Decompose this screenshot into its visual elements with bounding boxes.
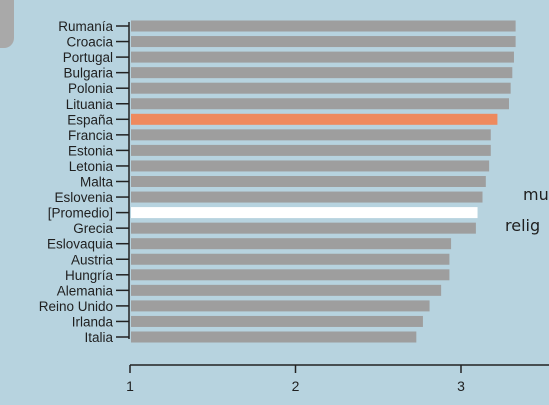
overlay-text-2: relig [505, 216, 541, 235]
y-tick-label-14: Grecia [73, 221, 113, 236]
bar-11 [131, 176, 486, 187]
bar-10 [131, 160, 490, 172]
bar-13 [131, 207, 478, 219]
y-tick-label-19: Reino Unido [39, 299, 113, 314]
y-tick-label-18: Alemania [57, 283, 114, 298]
bar-3 [131, 51, 514, 63]
x-tick-label-3: 3 [457, 378, 465, 394]
bar-2 [131, 36, 516, 48]
bar-17 [131, 269, 450, 281]
y-tick-label-11: Malta [80, 175, 114, 190]
bar-12 [131, 191, 483, 203]
corner-tab [0, 0, 14, 48]
y-tick-label-4: Bulgaria [63, 66, 113, 81]
bar-9 [131, 144, 491, 156]
y-tick-label-15: Eslovaquia [47, 237, 114, 252]
y-tick-label-12: Eslovenia [54, 190, 113, 205]
bar-15 [131, 238, 452, 250]
y-tick-label-8: Francia [68, 128, 114, 143]
bar-18 [131, 284, 442, 296]
bar-4 [131, 67, 513, 79]
y-tick-label-10: Letonia [69, 159, 114, 174]
bar-21 [131, 331, 417, 343]
y-tick-label-20: Irlanda [72, 314, 114, 329]
y-tick-label-7: España [67, 112, 113, 127]
bar-6 [131, 98, 509, 110]
bar-1 [131, 20, 516, 32]
y-tick-label-17: Hungría [65, 268, 114, 283]
bar-7 [131, 113, 498, 125]
y-tick-label-5: Polonia [68, 81, 114, 96]
y-tick-label-9: Estonia [68, 143, 114, 158]
bar-16 [131, 253, 450, 265]
y-tick-label-13: [Promedio] [48, 206, 113, 221]
y-tick-label-3: Portugal [63, 50, 113, 65]
overlay-text-1: mu [523, 185, 549, 204]
y-tick-label-2: Croacia [66, 35, 113, 50]
y-tick-label-1: Rumanía [58, 19, 113, 34]
x-tick-label-1: 1 [126, 378, 134, 394]
bar-5 [131, 82, 511, 94]
bar-14 [131, 222, 476, 234]
y-tick-label-6: Lituania [66, 97, 114, 112]
y-tick-label-16: Austria [71, 252, 114, 267]
bar-19 [131, 300, 430, 312]
bar-20 [131, 315, 423, 327]
bar-8 [131, 129, 491, 141]
y-tick-label-21: Italia [84, 330, 113, 345]
x-tick-label-2: 2 [292, 378, 300, 394]
